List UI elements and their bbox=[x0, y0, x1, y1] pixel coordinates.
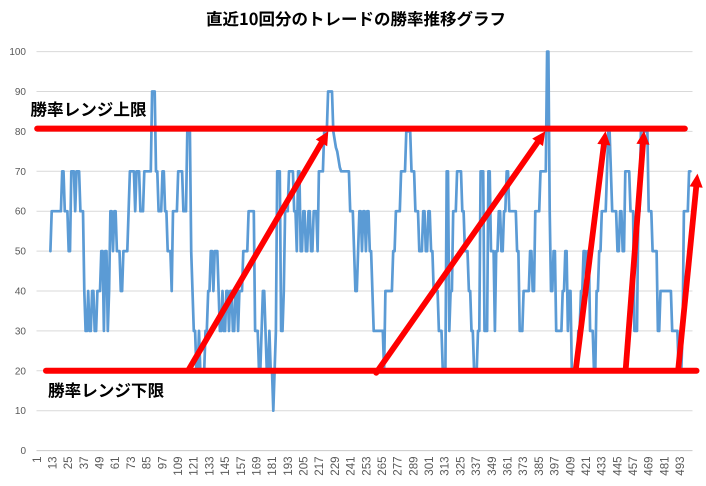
svg-text:49: 49 bbox=[95, 457, 107, 470]
svg-text:73: 73 bbox=[126, 457, 138, 470]
svg-text:25: 25 bbox=[63, 457, 75, 470]
svg-text:70: 70 bbox=[15, 167, 27, 178]
svg-text:385: 385 bbox=[534, 457, 546, 476]
svg-text:241: 241 bbox=[346, 457, 358, 476]
svg-text:97: 97 bbox=[157, 457, 169, 470]
svg-text:20: 20 bbox=[15, 366, 27, 377]
svg-text:493: 493 bbox=[675, 457, 687, 476]
svg-text:229: 229 bbox=[330, 457, 342, 476]
svg-text:85: 85 bbox=[142, 457, 154, 470]
svg-text:397: 397 bbox=[550, 457, 562, 476]
svg-text:37: 37 bbox=[79, 457, 91, 470]
svg-text:433: 433 bbox=[597, 457, 609, 476]
svg-text:90: 90 bbox=[15, 87, 27, 98]
svg-text:313: 313 bbox=[440, 457, 452, 476]
svg-text:265: 265 bbox=[377, 457, 389, 476]
svg-text:301: 301 bbox=[424, 457, 436, 476]
svg-text:60: 60 bbox=[15, 207, 27, 218]
svg-text:457: 457 bbox=[628, 457, 640, 476]
svg-text:10: 10 bbox=[15, 406, 27, 417]
svg-text:30: 30 bbox=[15, 326, 27, 337]
svg-text:80: 80 bbox=[15, 127, 27, 138]
svg-text:361: 361 bbox=[503, 457, 515, 476]
svg-text:50: 50 bbox=[15, 247, 27, 258]
svg-text:133: 133 bbox=[204, 457, 216, 476]
svg-text:289: 289 bbox=[408, 457, 420, 476]
svg-text:409: 409 bbox=[565, 457, 577, 476]
svg-text:193: 193 bbox=[283, 457, 295, 476]
svg-text:205: 205 bbox=[299, 457, 311, 476]
svg-text:253: 253 bbox=[361, 457, 373, 476]
svg-text:100: 100 bbox=[9, 47, 26, 58]
svg-text:61: 61 bbox=[110, 457, 122, 470]
svg-text:181: 181 bbox=[267, 457, 279, 476]
svg-text:349: 349 bbox=[487, 457, 499, 476]
svg-text:109: 109 bbox=[173, 457, 185, 476]
svg-text:373: 373 bbox=[518, 457, 530, 476]
svg-text:169: 169 bbox=[252, 457, 264, 476]
svg-text:277: 277 bbox=[393, 457, 405, 476]
svg-text:481: 481 bbox=[659, 457, 671, 476]
svg-text:325: 325 bbox=[455, 457, 467, 476]
svg-text:1: 1 bbox=[32, 457, 44, 463]
svg-text:121: 121 bbox=[189, 457, 201, 476]
svg-text:217: 217 bbox=[314, 457, 326, 476]
svg-text:13: 13 bbox=[48, 457, 60, 470]
svg-text:40: 40 bbox=[15, 287, 27, 298]
svg-text:445: 445 bbox=[612, 457, 624, 476]
svg-text:421: 421 bbox=[581, 457, 593, 476]
svg-text:337: 337 bbox=[471, 457, 483, 476]
svg-text:469: 469 bbox=[644, 457, 656, 476]
svg-text:157: 157 bbox=[236, 457, 248, 476]
svg-text:145: 145 bbox=[220, 457, 232, 476]
svg-text:0: 0 bbox=[20, 446, 26, 457]
